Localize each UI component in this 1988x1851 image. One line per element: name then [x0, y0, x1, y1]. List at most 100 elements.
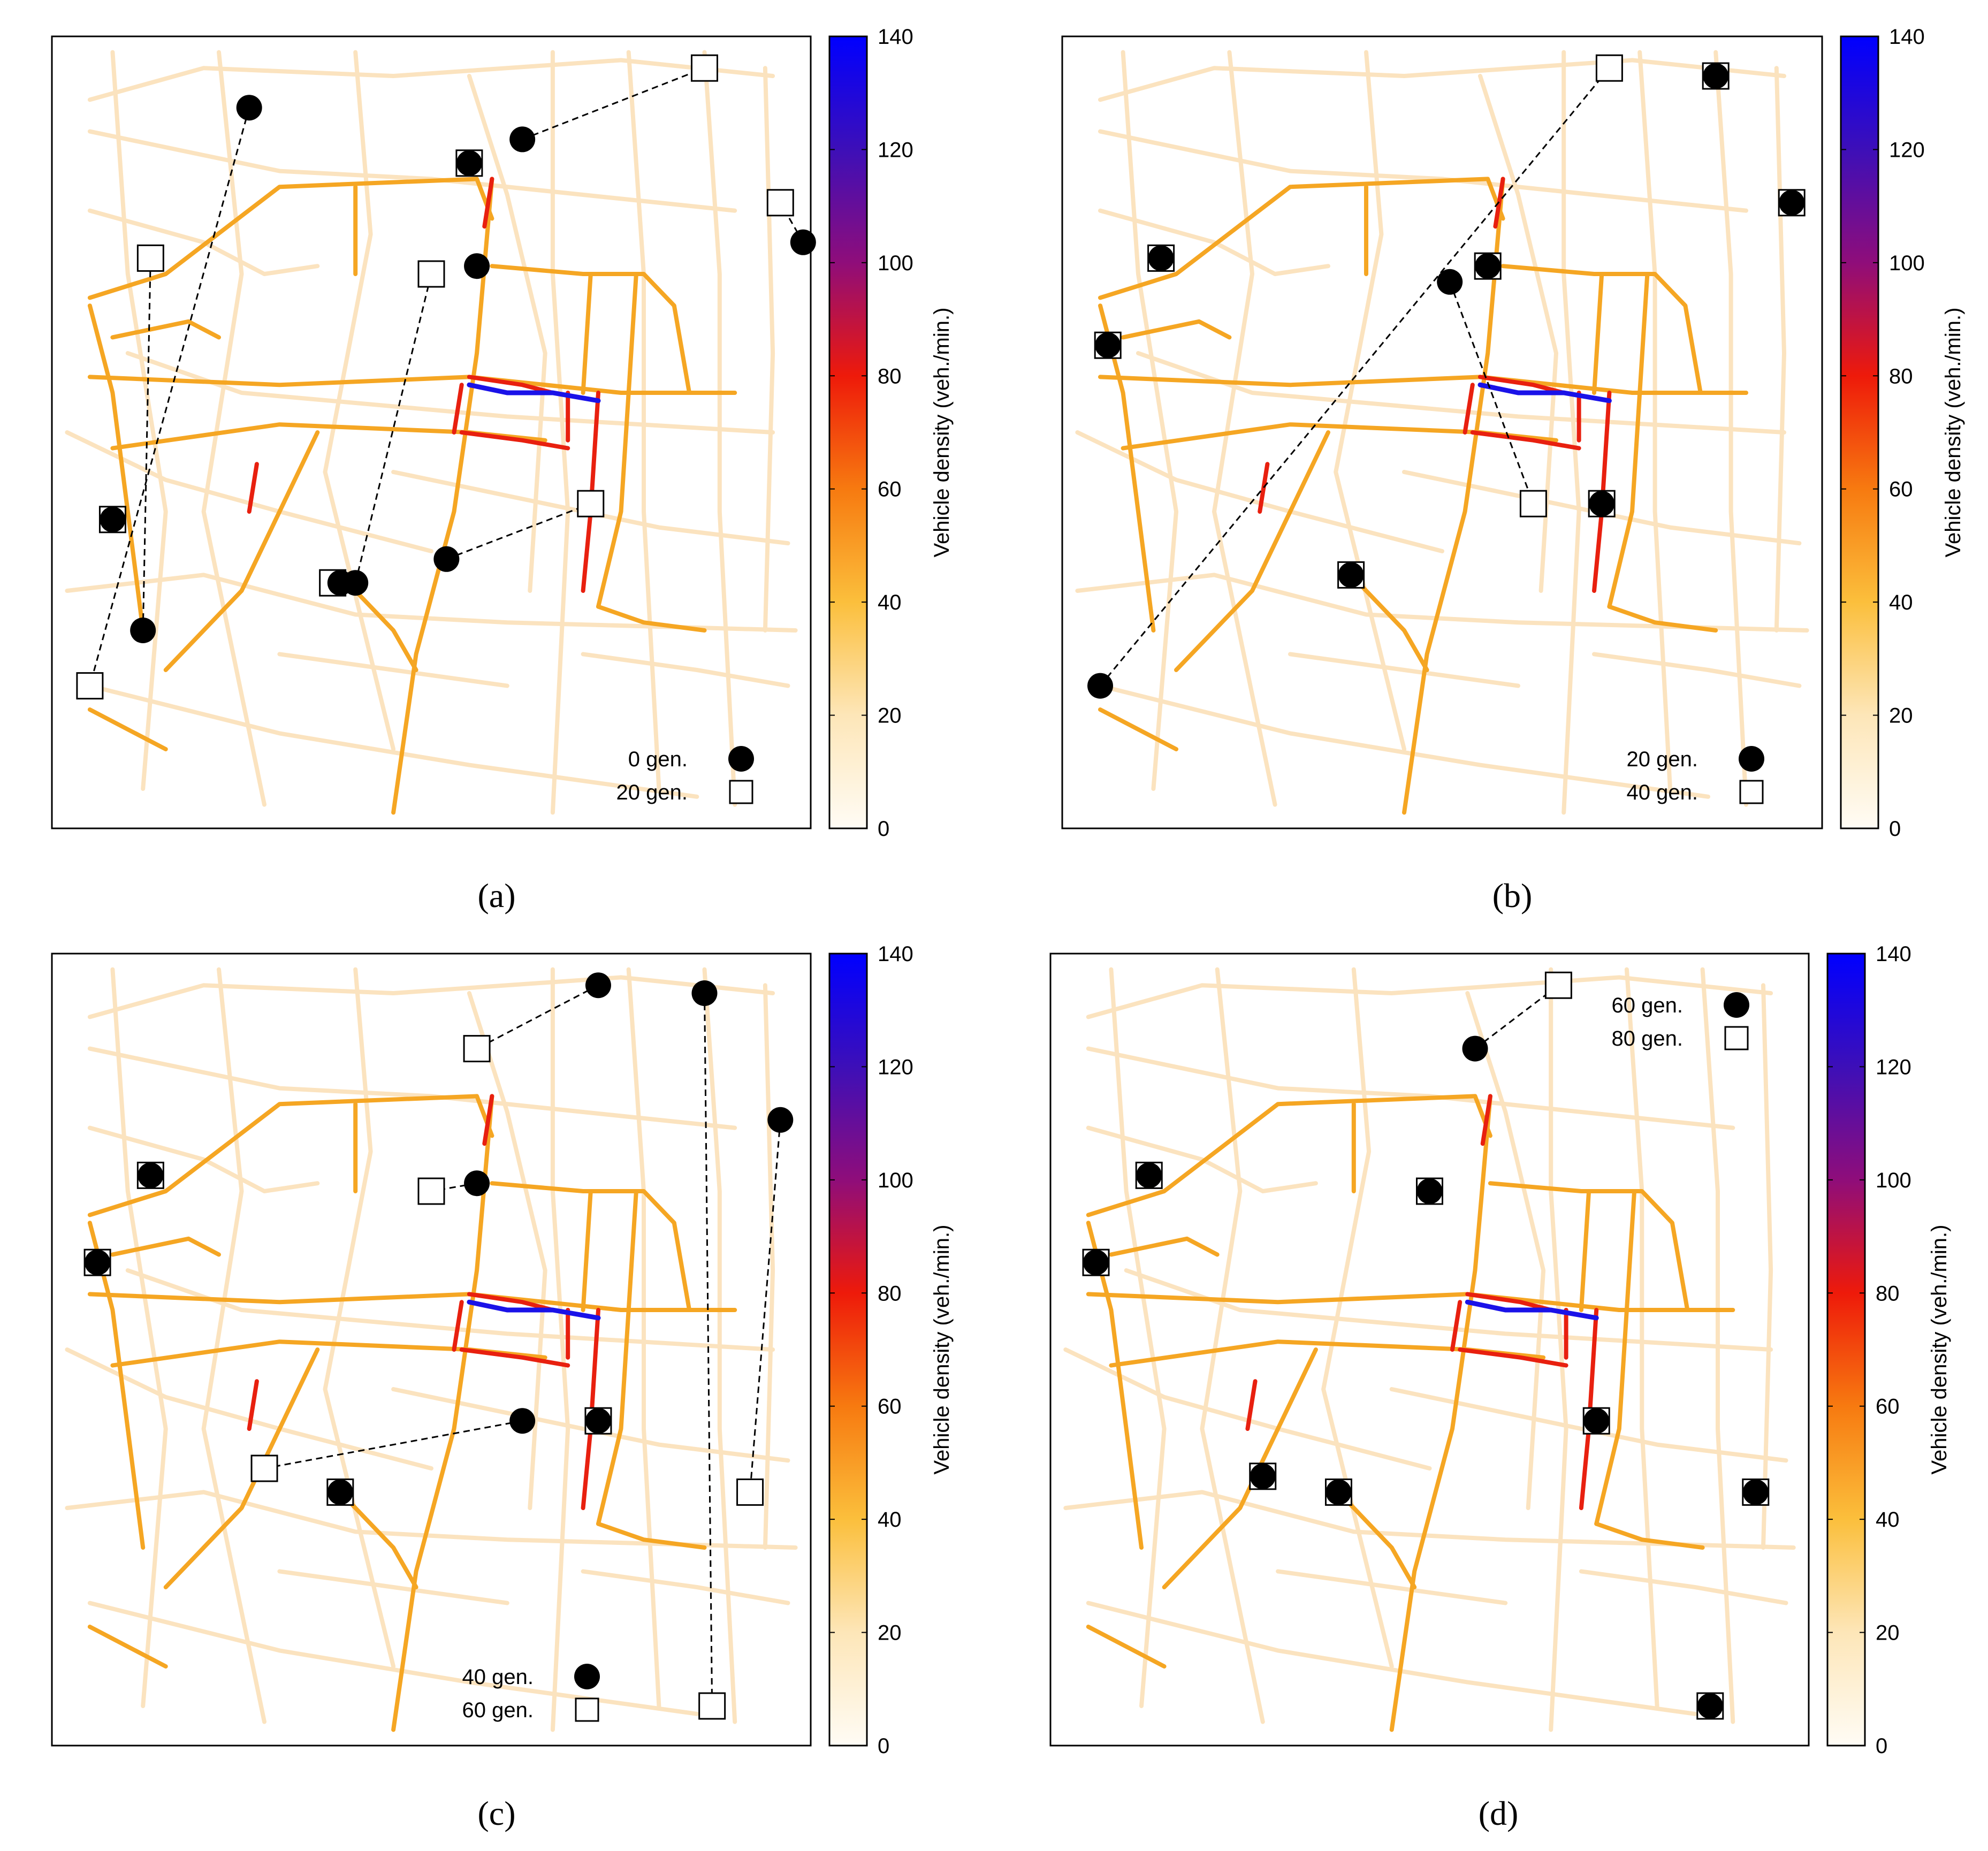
road-light [1321, 967, 1394, 1669]
road-medium [1086, 1094, 1492, 1217]
road-light [1592, 652, 1802, 688]
colorbar-tick-label: 20 [1876, 1621, 1900, 1645]
road-light [87, 208, 320, 276]
caption-d: (d) [1479, 1794, 1519, 1832]
legend-circle-marker [1724, 992, 1749, 1018]
road-light [65, 1347, 433, 1471]
road-light [1389, 1387, 1788, 1463]
road-light [65, 430, 433, 553]
rsu-position-square [766, 189, 794, 217]
road-medium [490, 1181, 692, 1312]
road-medium [1174, 430, 1330, 672]
rsu-position-circle [1338, 562, 1364, 588]
road-medium [1098, 707, 1178, 751]
rsu-position-circle [1437, 269, 1463, 295]
road-light [1109, 967, 1167, 1708]
colorbar-title: Vehicle density (veh./min.) [1928, 1225, 1951, 1475]
legend-circle-marker [574, 1664, 600, 1689]
migration-arrow [446, 502, 592, 560]
road-light [1200, 967, 1265, 1724]
rsu-position-square [136, 244, 164, 272]
road-light [1761, 983, 1773, 1550]
road-heavy [482, 177, 494, 229]
road-congested [1465, 1299, 1599, 1321]
road-light [277, 652, 509, 688]
road-medium [596, 1521, 707, 1550]
rsu-position-circle [767, 1107, 794, 1133]
panel-a: 0 gen. 20 gen. 0 20 40 60 80 100 120 140 Vehicle d… [51, 25, 954, 841]
rsu-position-circle [585, 1408, 611, 1434]
road-medium [87, 177, 494, 300]
colorbar-tick-label: 100 [878, 252, 913, 275]
rsu-position-circle [85, 1250, 111, 1276]
rsu-position-circle [1087, 673, 1113, 699]
colorbar-tick-label: 140 [878, 942, 913, 966]
road-medium [338, 1490, 418, 1589]
road-light [763, 66, 775, 633]
colorbar-tick-label: 40 [878, 1508, 902, 1532]
road-heavy [482, 1094, 494, 1146]
colorbar-tick-label: 0 [1889, 817, 1901, 841]
colorbar-tick-label: 60 [878, 1395, 902, 1419]
road-medium [87, 303, 146, 633]
road-medium [87, 1094, 494, 1217]
plot-frame [1049, 953, 1810, 1747]
road-light [1478, 74, 1558, 593]
road-medium [1594, 1521, 1705, 1550]
legend-circle-marker [728, 746, 754, 772]
road-congested [467, 382, 601, 403]
migration-arrow [1449, 281, 1535, 505]
colorbar-tick-label: 80 [1876, 1282, 1900, 1305]
road-medium [581, 272, 593, 395]
road-medium [581, 1189, 593, 1312]
road-medium [391, 177, 494, 815]
road-light [110, 50, 168, 791]
road-light [1098, 208, 1330, 276]
rsu-position-circle [585, 972, 611, 999]
road-light [1086, 1125, 1318, 1193]
rsu-position-circle [509, 1408, 536, 1434]
road-medium [1500, 264, 1703, 395]
colorbar [1826, 953, 1866, 1747]
colorbar [1840, 35, 1879, 829]
migration-arrow [522, 66, 706, 140]
road-heavy [1245, 1379, 1258, 1431]
road-light [87, 58, 775, 102]
road-heavy [1470, 430, 1581, 451]
road-heavy [1258, 462, 1270, 514]
rsu-position-square [1544, 971, 1572, 999]
road-light [201, 967, 266, 1724]
colorbar-tick-label: 20 [878, 704, 902, 728]
rsu-position-square [690, 54, 718, 82]
road-medium [596, 604, 707, 633]
road-heavy [1465, 1292, 1553, 1312]
rsu-position-circle [100, 506, 126, 532]
rsu-position-circle [464, 253, 490, 279]
migration-arrow [87, 107, 250, 687]
road-heavy [1458, 1347, 1568, 1368]
rsu-position-circle [691, 980, 718, 1006]
rsu-position-circle [1416, 1178, 1443, 1204]
rsu-position-circle [1779, 189, 1805, 216]
legend-circle-marker [1739, 746, 1764, 772]
migration-arrow [263, 1420, 523, 1472]
colorbar-tick-label: 120 [878, 138, 913, 162]
colorbar-tick-label: 120 [1876, 1055, 1911, 1079]
road-medium [1389, 1094, 1492, 1732]
legend-label-square: 20 gen. [616, 781, 688, 804]
migration-arrow [703, 993, 718, 1708]
road-heavy [1480, 1094, 1492, 1146]
rsu-position-circle [1326, 1479, 1352, 1505]
road-medium [596, 272, 638, 609]
road-light [1136, 351, 1786, 435]
migration-arrow [745, 1119, 781, 1494]
road-light [1086, 1601, 1697, 1716]
road-light [1063, 1347, 1432, 1471]
road-light [1098, 129, 1748, 213]
migration-arrow [1099, 67, 1610, 687]
legend-label-circle: 40 gen. [462, 1665, 534, 1689]
road-medium [1607, 272, 1650, 609]
panel-c: 40 gen. 60 gen. 0 20 40 60 80 100 120 140 Vehicle … [51, 942, 954, 1758]
rsu-position-square [1595, 54, 1623, 82]
